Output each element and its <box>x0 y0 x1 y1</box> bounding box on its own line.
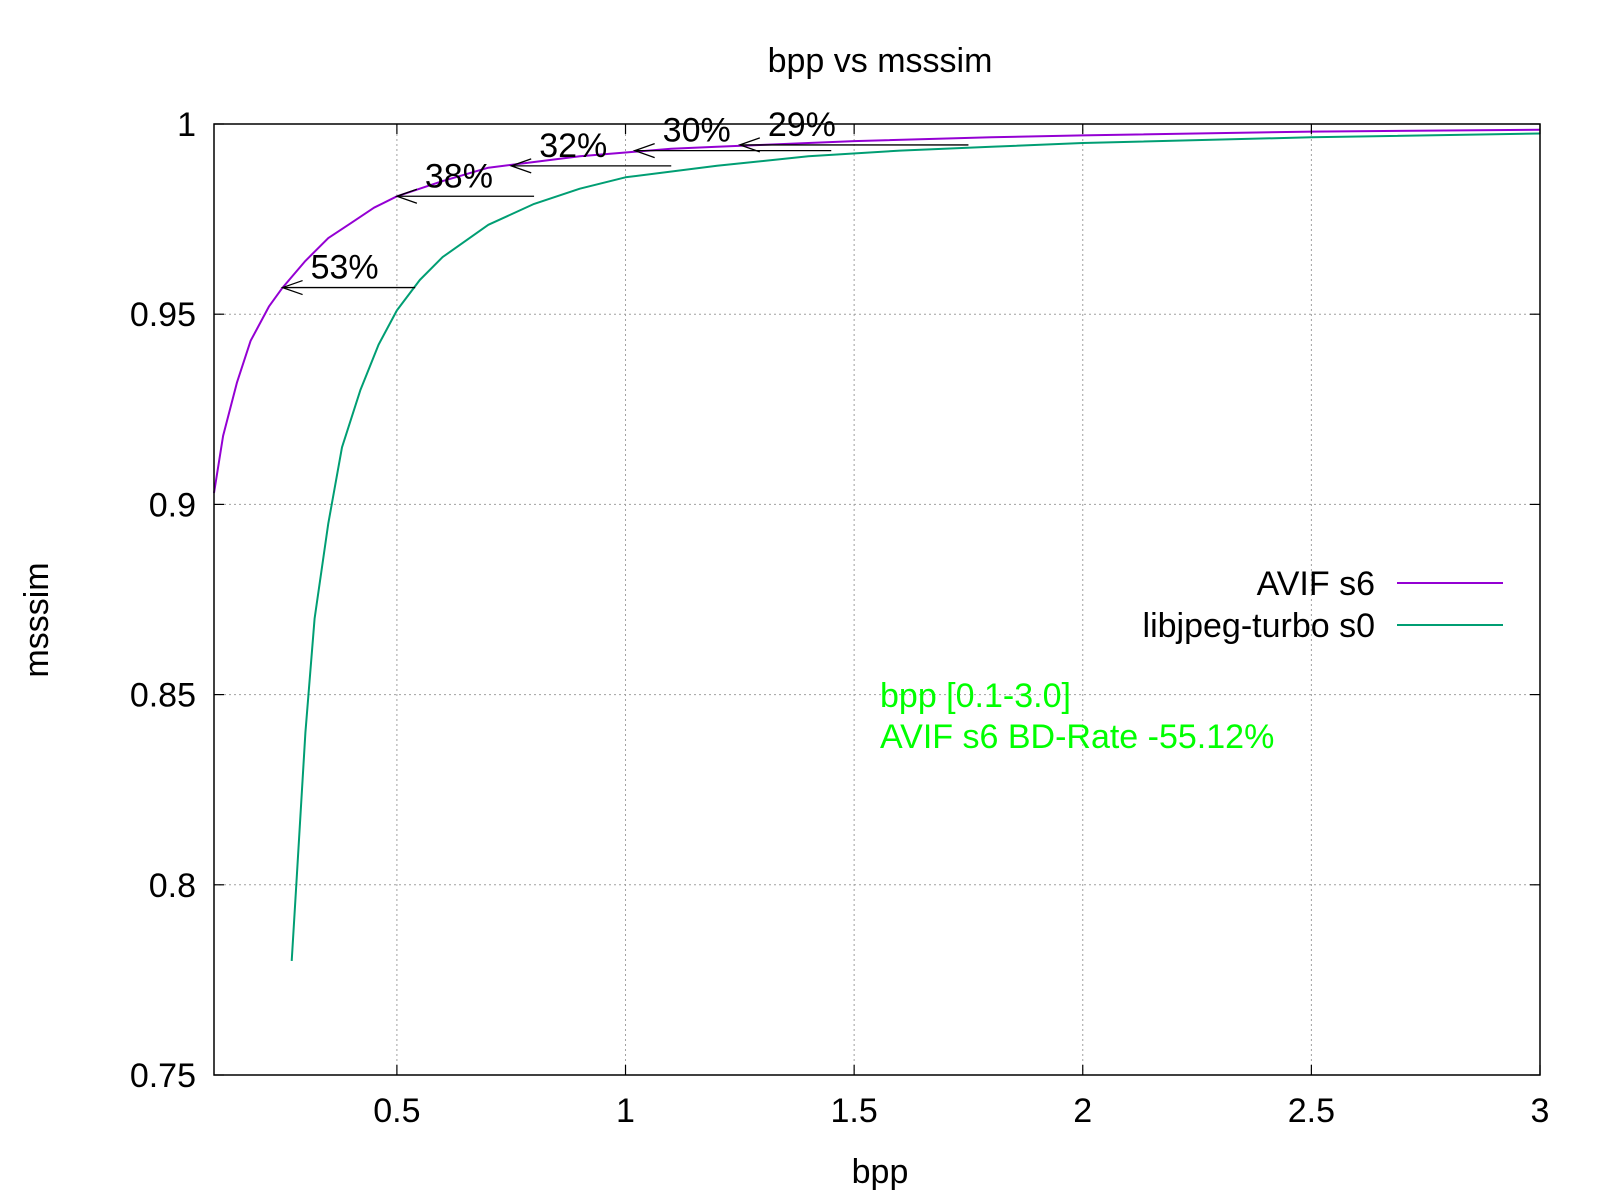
annotation-label: 38% <box>425 157 493 195</box>
x-axis-label: bpp <box>852 1153 909 1191</box>
info-line-range: bpp [0.1-3.0] <box>880 677 1071 715</box>
info-line-bd-rate: AVIF s6 BD-Rate -55.12% <box>880 718 1274 756</box>
y-axis-label: msssim <box>18 562 56 677</box>
x-tick-label: 1 <box>616 1092 635 1130</box>
x-tick-label: 2.5 <box>1288 1092 1335 1130</box>
annotation-arrowhead <box>737 137 761 153</box>
ticks: 0.5 1 1.5 2 2.5 3 0.75 0.8 0.85 0.9 0.95 1 <box>130 106 1550 1130</box>
legend-label: AVIF s6 <box>1257 565 1375 603</box>
chart-title: bpp vs msssim <box>768 42 993 80</box>
info-text: bpp [0.1-3.0] AVIF s6 BD-Rate -55.12% <box>880 677 1274 756</box>
annotation-label: 32% <box>539 127 607 165</box>
y-tick-label: 0.95 <box>130 296 196 334</box>
series-lines <box>213 128 1541 961</box>
x-tick-label: 2 <box>1073 1092 1092 1130</box>
annotation-label: 30% <box>663 112 731 150</box>
x-tick-label: 1.5 <box>831 1092 878 1130</box>
legend: AVIF s6 libjpeg-turbo s0 <box>1143 565 1503 645</box>
annotation-label: 29% <box>768 106 836 144</box>
y-tick-label: 1 <box>177 106 196 144</box>
y-tick-label: 0.85 <box>130 677 196 715</box>
plot-frame <box>213 123 1541 1076</box>
annotation-arrowhead <box>280 279 303 296</box>
y-tick-label: 0.9 <box>149 486 196 524</box>
grid <box>214 124 1540 1075</box>
annotation-label: 53% <box>311 249 379 287</box>
annotation-arrowhead <box>509 158 532 174</box>
legend-label: libjpeg-turbo s0 <box>1143 607 1375 645</box>
series-line-0 <box>213 128 1541 494</box>
annotation-arrowhead <box>632 143 655 159</box>
y-tick-label: 0.8 <box>149 867 196 905</box>
annotations: 53% 38% 32% 30% 29% <box>280 106 969 296</box>
y-tick-label: 0.75 <box>130 1057 196 1095</box>
x-tick-label: 0.5 <box>373 1092 420 1130</box>
series-line-1 <box>290 132 1541 961</box>
annotation-arrowhead <box>394 188 418 204</box>
x-tick-label: 3 <box>1531 1092 1550 1130</box>
